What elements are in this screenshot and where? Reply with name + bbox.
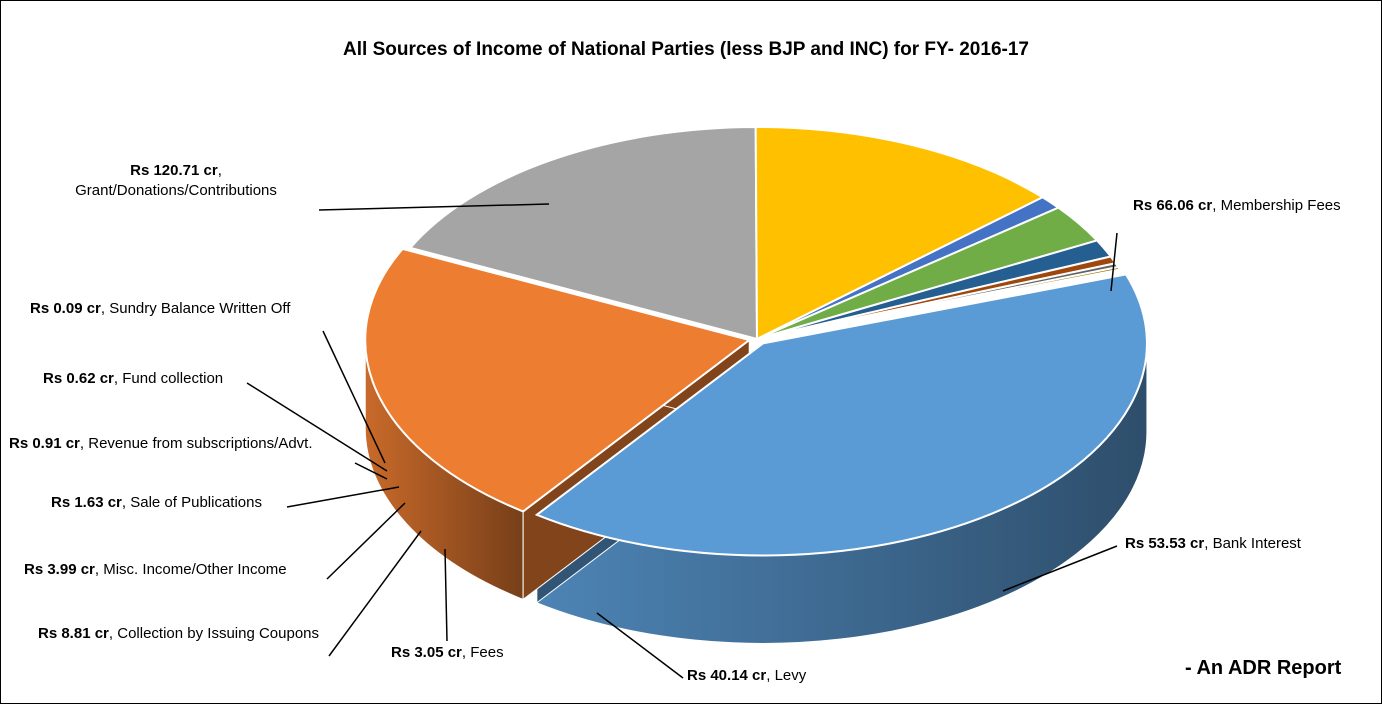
data-label-grant-donations-contributions: Rs 120.71 cr, Grant/Donations/Contributi… bbox=[46, 161, 306, 200]
data-label-category: Levy bbox=[774, 667, 807, 684]
data-label-value: Rs 0.91 cr bbox=[9, 435, 80, 452]
data-label-separator: , bbox=[79, 435, 89, 452]
data-label-separator: , bbox=[217, 162, 222, 179]
data-label-value: Rs 8.81 cr bbox=[38, 625, 109, 642]
leader-line-levy bbox=[596, 612, 684, 679]
data-label-category: Revenue from subscriptions/Advt. bbox=[88, 435, 313, 452]
data-label-category: Grant/Donations/Contributions bbox=[75, 181, 277, 199]
leader-line-bank-interest bbox=[1002, 545, 1118, 592]
data-label-fees: Rs 3.05 cr, Fees bbox=[391, 643, 504, 663]
leader-line-misc-income-other-income bbox=[326, 502, 406, 580]
data-label-category: Membership Fees bbox=[1220, 197, 1341, 214]
leader-line-collection-by-issuing-coupons bbox=[328, 530, 422, 657]
data-label-category: Sale of Publications bbox=[130, 494, 262, 511]
data-label-separator: , bbox=[113, 370, 123, 387]
data-label-value: Rs 40.14 cr bbox=[687, 667, 767, 684]
data-label-sundry-balance-written-off: Rs 0.09 cr, Sundry Balance Written Off bbox=[30, 299, 290, 319]
data-label-value: Rs 66.06 cr bbox=[1133, 197, 1213, 214]
slice-grant-donations-contributions bbox=[534, 273, 1148, 557]
data-label-separator: , bbox=[461, 644, 471, 661]
data-label-category: Collection by Issuing Coupons bbox=[117, 625, 320, 642]
data-label-fund-collection: Rs 0.62 cr, Fund collection bbox=[43, 369, 223, 389]
data-label-category: Sundry Balance Written Off bbox=[109, 300, 291, 317]
data-label-value: Rs 53.53 cr bbox=[1125, 535, 1205, 552]
data-label-separator: , bbox=[108, 625, 118, 642]
leader-line-grant-donations-contributions bbox=[318, 203, 550, 211]
data-label-collection-by-issuing-coupons: Rs 8.81 cr, Collection by Issuing Coupon… bbox=[38, 624, 319, 644]
leader-line-sale-of-publications bbox=[286, 486, 400, 508]
data-label-separator: , bbox=[1204, 535, 1213, 552]
leader-line-membership-fees bbox=[1110, 232, 1118, 292]
data-label-value: Rs 120.71 cr bbox=[130, 162, 218, 179]
data-label-membership-fees: Rs 66.06 cr, Membership Fees bbox=[1133, 196, 1341, 216]
leader-line-fund-collection bbox=[246, 382, 388, 472]
data-label-levy: Rs 40.14 cr, Levy bbox=[687, 666, 806, 686]
data-label-misc-income-other-income: Rs 3.99 cr, Misc. Income/Other Income bbox=[24, 560, 287, 580]
slice-sundry-balance-written-off bbox=[756, 268, 1122, 340]
slice-membership-fees bbox=[364, 247, 752, 513]
data-label-separator: , bbox=[121, 494, 131, 511]
report-credit: - An ADR Report bbox=[1185, 657, 1342, 679]
data-label-value: Rs 3.05 cr bbox=[391, 644, 462, 661]
data-label-revenue-from-subscriptions-advt: Rs 0.91 cr, Revenue from subscriptions/A… bbox=[9, 434, 313, 454]
data-label-value: Rs 1.63 cr bbox=[51, 494, 122, 511]
leader-line-revenue-from-subscriptions-advt bbox=[354, 462, 388, 480]
data-label-separator: , bbox=[766, 667, 775, 684]
slice-bank-interest bbox=[408, 125, 759, 341]
data-label-separator: , bbox=[94, 561, 104, 578]
data-label-category: Fund collection bbox=[122, 370, 224, 387]
data-label-separator: , bbox=[100, 300, 110, 317]
data-label-category: Fees bbox=[470, 644, 504, 661]
data-label-separator: , bbox=[1212, 197, 1221, 214]
data-label-category: Misc. Income/Other Income bbox=[103, 561, 287, 578]
leader-line-fees bbox=[444, 548, 448, 642]
data-label-bank-interest: Rs 53.53 cr, Bank Interest bbox=[1125, 534, 1301, 554]
data-label-value: Rs 0.09 cr bbox=[30, 300, 101, 317]
data-label-category: Bank Interest bbox=[1212, 535, 1301, 552]
leader-line-sundry-balance-written-off bbox=[322, 330, 386, 464]
data-label-value: Rs 0.62 cr bbox=[43, 370, 114, 387]
slice-levy bbox=[754, 126, 1045, 341]
chart-title: All Sources of Income of National Partie… bbox=[343, 39, 1029, 60]
data-label-sale-of-publications: Rs 1.63 cr, Sale of Publications bbox=[51, 493, 262, 513]
data-label-value: Rs 3.99 cr bbox=[24, 561, 95, 578]
